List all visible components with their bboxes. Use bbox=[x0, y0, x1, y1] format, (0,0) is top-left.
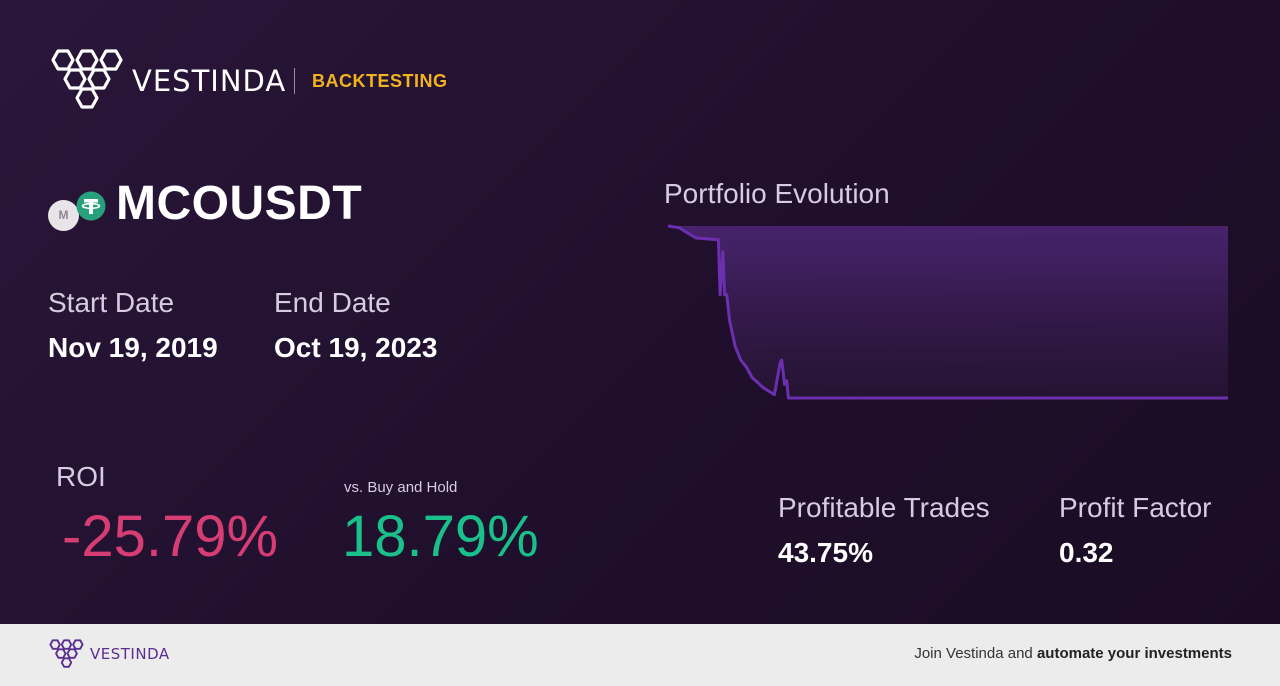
chart-title: Portfolio Evolution bbox=[664, 178, 890, 209]
profit-factor-label: Profit Factor bbox=[1059, 492, 1212, 523]
main-panel: VESTINDA BACKTESTING M MCOUSDT Start Dat… bbox=[0, 0, 1280, 624]
profit-factor-value: 0.32 bbox=[1059, 537, 1114, 568]
buy-hold-value: 18.79% bbox=[342, 504, 539, 569]
vestinda-footer-logo-icon bbox=[49, 639, 84, 668]
chart-series-line bbox=[667, 224, 1228, 400]
portfolio-evolution-chart bbox=[667, 224, 1228, 400]
start-date-value: Nov 19, 2019 bbox=[48, 332, 218, 363]
section-tag: BACKTESTING bbox=[312, 71, 448, 91]
mco-coin-icon: M bbox=[48, 200, 79, 231]
vestinda-logo-icon bbox=[51, 49, 123, 109]
profitable-trades-label: Profitable Trades bbox=[778, 492, 990, 523]
profitable-trades-value: 43.75% bbox=[778, 537, 873, 568]
buy-hold-label: vs. Buy and Hold bbox=[344, 479, 458, 496]
footer-brand-name: VESTINDA bbox=[90, 645, 170, 663]
footer-cta-link[interactable]: Join Vestinda and automate your investme… bbox=[914, 645, 1232, 663]
footer-cta-prefix: Join Vestinda and bbox=[914, 645, 1037, 662]
roi-label: ROI bbox=[56, 461, 106, 492]
header-divider bbox=[294, 68, 295, 94]
brand-name: VESTINDA bbox=[132, 64, 287, 98]
end-date-value: Oct 19, 2023 bbox=[274, 332, 438, 363]
footer-cta-bold: automate your investments bbox=[1036, 645, 1232, 662]
chart-area-fill bbox=[668, 226, 1228, 398]
trading-pair-symbol: MCOUSDT bbox=[116, 177, 363, 230]
tether-usdt-icon bbox=[76, 191, 106, 221]
footer-bar: VESTINDA Join Vestinda and automate your… bbox=[0, 624, 1280, 686]
end-date-label: End Date bbox=[274, 287, 391, 318]
roi-value: -25.79% bbox=[62, 504, 279, 569]
start-date-label: Start Date bbox=[48, 287, 175, 318]
